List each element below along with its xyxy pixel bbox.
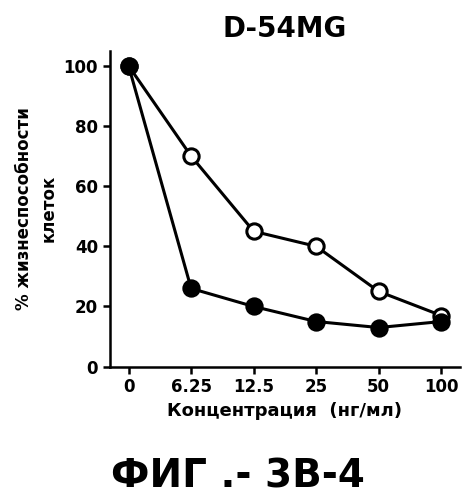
X-axis label: Концентрация  (нг/мл): Концентрация (нг/мл) [167, 402, 402, 420]
Y-axis label: % жизнеспособности
клеток: % жизнеспособности клеток [15, 108, 58, 310]
Title: D-54MG: D-54MG [223, 15, 347, 43]
Text: ФИГ .- 3В-4: ФИГ .- 3В-4 [111, 457, 364, 495]
